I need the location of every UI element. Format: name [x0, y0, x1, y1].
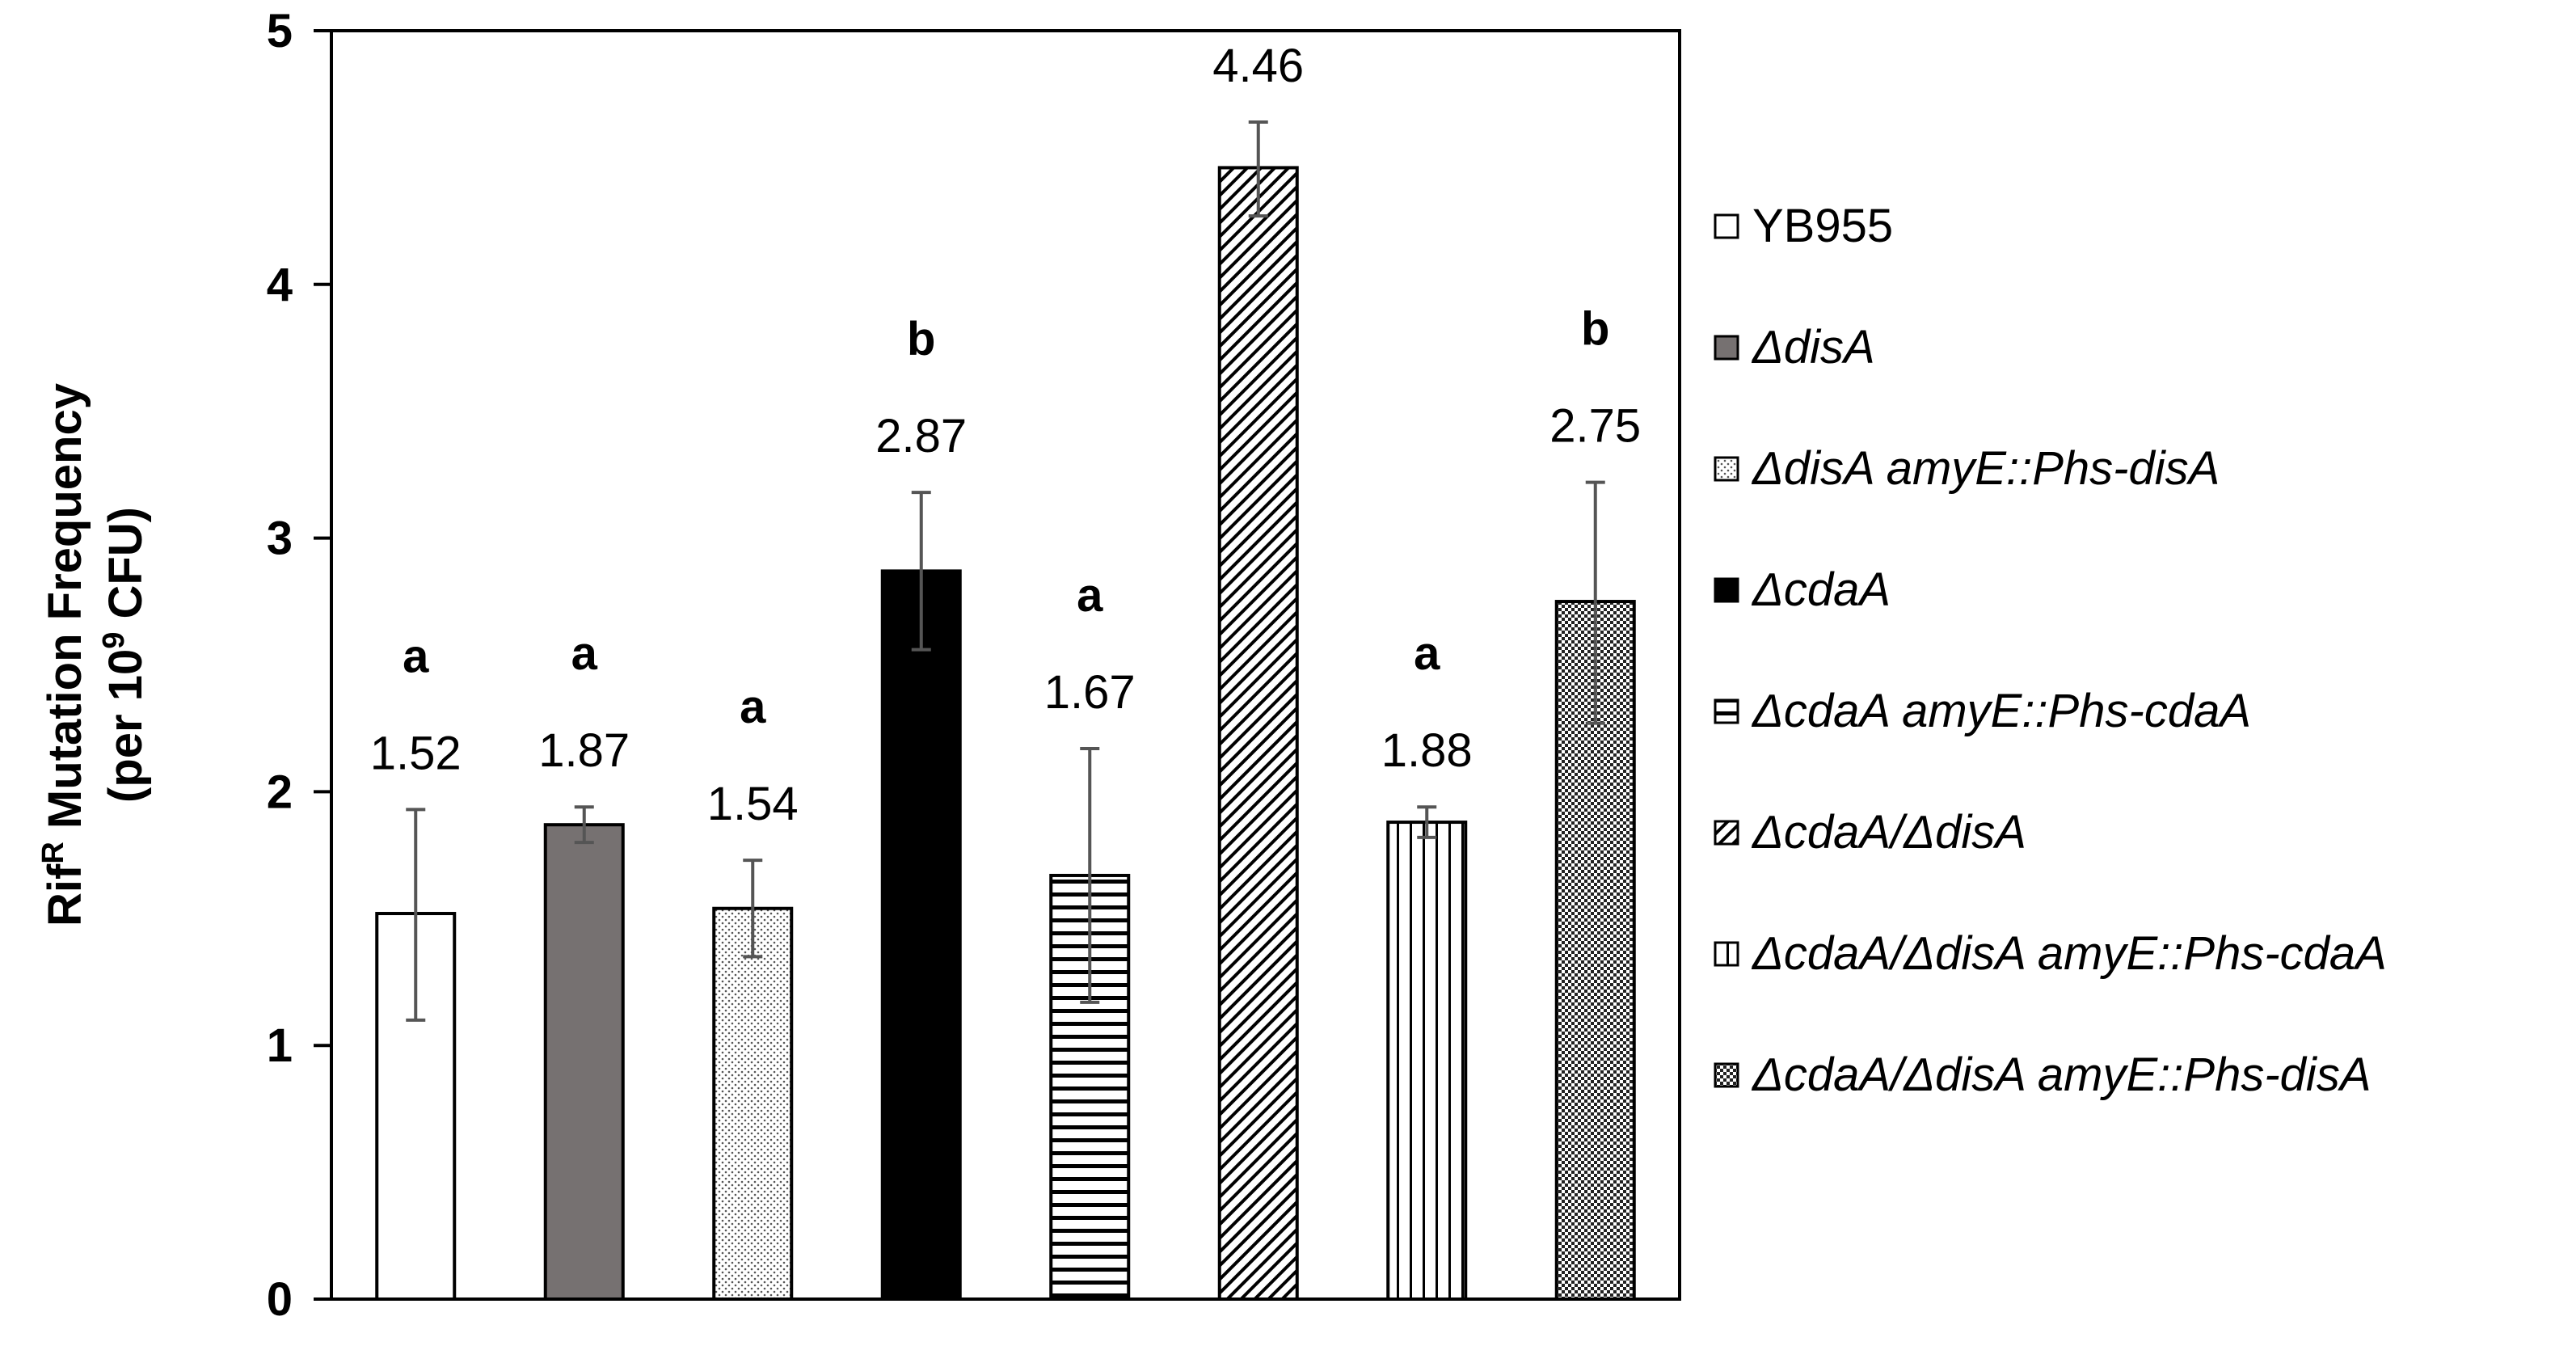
value-label: 2.87 [875, 410, 967, 462]
legend-item-disa: ΔdisA [1714, 307, 2570, 428]
y-tick-label: 5 [267, 5, 293, 57]
legend-label: ΔdisA amyE::Phs-disA [1752, 442, 2220, 495]
legend-label: ΔdisA [1752, 321, 1875, 373]
y-axis-title: RifR Mutation Frequency (per 109 CFU) [36, 383, 152, 926]
bar [1217, 166, 1299, 1301]
legend-label: ΔcdaA amyE::Phs-cdaA [1752, 685, 2252, 737]
y-tick-label: 1 [267, 1019, 293, 1072]
y-tick-label: 0 [267, 1273, 293, 1326]
bar [1386, 821, 1468, 1301]
significance-label: a [1077, 569, 1103, 622]
legend-swatch [1714, 456, 1739, 482]
legend-label: ΔcdaA/ΔdisA amyE::Phs-disA [1752, 1049, 2372, 1101]
legend: YB955 ΔdisA ΔdisA amyE::Phs-disA ΔcdaA Δ… [1714, 186, 2570, 1156]
significance-label: b [1581, 303, 1609, 356]
value-label: 1.54 [707, 778, 799, 830]
bar [880, 569, 962, 1301]
legend-item-yb955: YB955 [1714, 186, 2570, 307]
y-tick-label: 2 [267, 766, 293, 818]
legend-item-double-cdaa: ΔcdaA/ΔdisA amyE::Phs-cdaA [1714, 914, 2570, 1035]
legend-swatch [1714, 335, 1739, 361]
legend-item-disa-complement: ΔdisA amyE::Phs-disA [1714, 428, 2570, 550]
legend-label: YB955 [1752, 200, 1894, 252]
significance-labels: aaabacab [403, 303, 1609, 734]
legend-item-double-disa: ΔcdaA/ΔdisA amyE::Phs-disA [1714, 1035, 2570, 1156]
significance-label: a [403, 630, 429, 682]
y-tick-label: 4 [267, 259, 293, 311]
y-tick-label: 3 [267, 513, 293, 565]
y-axis-ticks: 0 1 2 3 4 5 [267, 5, 331, 1326]
legend-item-cdaa-complement: ΔcdaA amyE::Phs-cdaA [1714, 671, 2570, 792]
value-label: 2.75 [1549, 400, 1641, 453]
value-label: 1.88 [1381, 724, 1473, 777]
significance-label: a [571, 627, 598, 680]
value-label: 1.87 [538, 724, 630, 777]
value-label: 1.67 [1044, 666, 1136, 719]
legend-item-cdaa: ΔcdaA [1714, 550, 2570, 671]
legend-swatch [1714, 698, 1739, 724]
plot-frame [330, 29, 1681, 1301]
legend-swatch [1714, 213, 1739, 239]
significance-label: a [1414, 627, 1440, 680]
legend-swatch [1714, 820, 1739, 846]
y-axis-title-line1: RifR Mutation Frequency [36, 383, 91, 926]
legend-label: ΔcdaA/ΔdisA amyE::Phs-cdaA [1752, 927, 2387, 980]
value-label: 1.52 [370, 727, 462, 779]
legend-item-double: ΔcdaA/ΔdisA [1714, 792, 2570, 914]
y-axis-title-line2: (per 109 CFU) [97, 507, 152, 803]
value-label: 4.46 [1212, 40, 1304, 92]
significance-label: b [907, 313, 935, 365]
bar [543, 823, 625, 1301]
legend-swatch [1714, 577, 1739, 603]
legend-swatch [1714, 1062, 1739, 1088]
error-bars [406, 120, 1605, 1022]
legend-swatch [1714, 941, 1739, 967]
significance-label: a [740, 681, 766, 733]
bar [712, 906, 794, 1302]
value-labels: 1.52 1.87 1.54 2.87 1.67 4.46 1.88 2.75 [370, 40, 1641, 830]
legend-label: ΔcdaA/ΔdisA [1752, 806, 2026, 859]
legend-label: ΔcdaA [1752, 563, 1891, 616]
bars [375, 166, 1636, 1302]
